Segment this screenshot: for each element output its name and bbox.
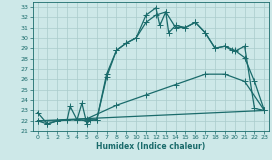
X-axis label: Humidex (Indice chaleur): Humidex (Indice chaleur) xyxy=(96,142,206,151)
